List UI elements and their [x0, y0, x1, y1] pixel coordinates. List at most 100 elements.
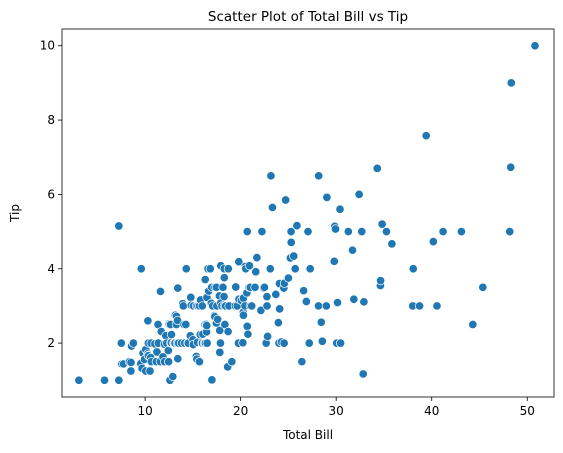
- scatter-point: [200, 274, 210, 285]
- scatter-point: [128, 338, 138, 348]
- y-tick-label: 10: [40, 39, 55, 53]
- scatter-point: [194, 357, 205, 367]
- scatter-point: [244, 261, 254, 271]
- scatter-point: [152, 347, 162, 357]
- scatter-point: [173, 283, 183, 293]
- scatter-point: [271, 289, 281, 299]
- y-tick-label: 6: [47, 187, 55, 201]
- scatter-point: [265, 264, 275, 274]
- scatter-point: [387, 239, 397, 249]
- scatter-point: [297, 357, 307, 367]
- x-axis-ticks: 10 20 30 40 50: [137, 397, 535, 418]
- scatter-point: [421, 131, 431, 141]
- scatter-point: [215, 347, 225, 357]
- scatter-point: [281, 195, 291, 205]
- scatter-point: [219, 292, 229, 302]
- scatter-point: [290, 264, 300, 274]
- scatter-point: [322, 192, 332, 202]
- scatter-point: [358, 369, 368, 379]
- scatter-point: [286, 237, 296, 247]
- scatter-point: [408, 264, 418, 274]
- scatter-point: [286, 227, 296, 237]
- scatter-point: [336, 338, 346, 348]
- y-tick-label: 8: [47, 113, 55, 127]
- scatter-point: [301, 296, 311, 307]
- y-tick-label: 2: [47, 336, 55, 350]
- scatter-point: [126, 357, 136, 367]
- scatter-point: [143, 316, 153, 326]
- scatter-point: [263, 331, 273, 341]
- scatter-point: [372, 163, 382, 173]
- scatter-point: [289, 251, 299, 261]
- scatter-point: [234, 257, 244, 267]
- scatter-point: [377, 219, 387, 229]
- scatter-point: [381, 227, 391, 237]
- scatter-point: [242, 321, 252, 331]
- scatter-point: [283, 273, 293, 283]
- scatter-point: [428, 237, 438, 247]
- scatter-point: [205, 264, 215, 274]
- scatter-point: [243, 329, 253, 339]
- scatter-point: [166, 329, 177, 340]
- scatter-point: [359, 297, 369, 307]
- scatter-point: [181, 264, 191, 274]
- scatter-point: [316, 317, 326, 327]
- scatter-point: [186, 292, 196, 302]
- chart-title: Scatter Plot of Total Bill vs Tip: [208, 9, 408, 25]
- y-axis-ticks: 2 4 6 8 10: [40, 39, 62, 350]
- scatter-point: [329, 256, 339, 266]
- scatter-point: [207, 375, 217, 385]
- scatter-point: [347, 245, 358, 255]
- scatter-point: [256, 305, 266, 315]
- scatter-point: [343, 227, 353, 237]
- scatter-point: [219, 273, 229, 283]
- x-tick-label: 50: [520, 404, 535, 418]
- scatter-point: [172, 315, 183, 325]
- scatter-point: [279, 338, 289, 348]
- scatter-point: [299, 286, 309, 296]
- scatter-point: [251, 267, 261, 277]
- scatter-point: [202, 321, 212, 331]
- scatter-point: [227, 357, 237, 367]
- scatter-point: [267, 202, 278, 212]
- points-layer: [74, 41, 540, 385]
- scatter-point: [438, 227, 448, 237]
- scatter-point: [197, 301, 207, 311]
- scatter-point: [304, 338, 314, 348]
- scatter-point: [305, 264, 315, 274]
- scatter-point: [292, 221, 302, 231]
- scatter-point: [164, 357, 174, 367]
- scatter-point: [247, 301, 257, 311]
- x-axis-label: Total Bill: [282, 428, 333, 442]
- x-tick-label: 10: [137, 404, 152, 418]
- x-tick-label: 40: [424, 404, 439, 418]
- scatter-point: [349, 294, 359, 304]
- scatter-point: [313, 301, 324, 311]
- scatter-point: [231, 282, 241, 292]
- scatter-point: [506, 78, 516, 88]
- scatter-point: [250, 282, 260, 292]
- scatter-point: [242, 227, 252, 237]
- scatter-point: [314, 171, 324, 181]
- scatter-point: [223, 264, 233, 274]
- x-tick-label: 20: [233, 404, 248, 418]
- scatter-point: [415, 301, 425, 311]
- scatter-point: [173, 354, 183, 364]
- scatter-point: [376, 276, 386, 286]
- scatter-point: [262, 292, 272, 302]
- scatter-point: [238, 338, 248, 348]
- scatter-point: [74, 375, 84, 385]
- scatter-point: [303, 227, 313, 237]
- scatter-point: [259, 282, 269, 292]
- scatter-point: [238, 310, 248, 320]
- scatter-point: [478, 282, 488, 292]
- scatter-point: [317, 336, 327, 346]
- scatter-point: [202, 338, 212, 348]
- scatter-point: [266, 171, 276, 181]
- scatter-point: [335, 204, 345, 214]
- scatter-point: [181, 319, 191, 330]
- scatter-point: [530, 41, 540, 51]
- scatter-point: [330, 224, 341, 234]
- scatter-point: [468, 319, 478, 330]
